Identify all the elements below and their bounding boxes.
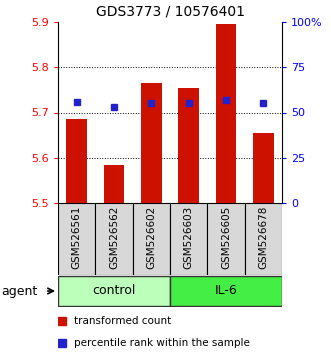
Bar (141, 83, 162, 203)
Text: GSM526603: GSM526603 (184, 206, 194, 269)
Bar (207, 203, 245, 275)
Bar (178, 87, 199, 203)
Text: control: control (92, 284, 136, 297)
Bar (58, 203, 95, 275)
Text: agent: agent (2, 285, 38, 297)
Text: IL-6: IL-6 (214, 284, 237, 297)
Text: GSM526561: GSM526561 (72, 206, 82, 269)
Bar (58, 276, 170, 306)
Bar (67, 119, 87, 203)
Bar (253, 133, 274, 203)
Bar (170, 276, 282, 306)
Bar (245, 203, 282, 275)
Bar (133, 203, 170, 275)
Bar (95, 203, 133, 275)
Bar (104, 165, 124, 203)
Bar (170, 203, 207, 275)
Text: GSM526678: GSM526678 (258, 206, 268, 269)
Text: GSM526562: GSM526562 (109, 206, 119, 269)
Text: GSM526602: GSM526602 (146, 206, 156, 269)
Title: GDS3773 / 10576401: GDS3773 / 10576401 (96, 4, 245, 18)
Text: GSM526605: GSM526605 (221, 206, 231, 269)
Text: percentile rank within the sample: percentile rank within the sample (74, 338, 250, 348)
Text: transformed count: transformed count (74, 316, 171, 326)
Bar (216, 24, 236, 203)
